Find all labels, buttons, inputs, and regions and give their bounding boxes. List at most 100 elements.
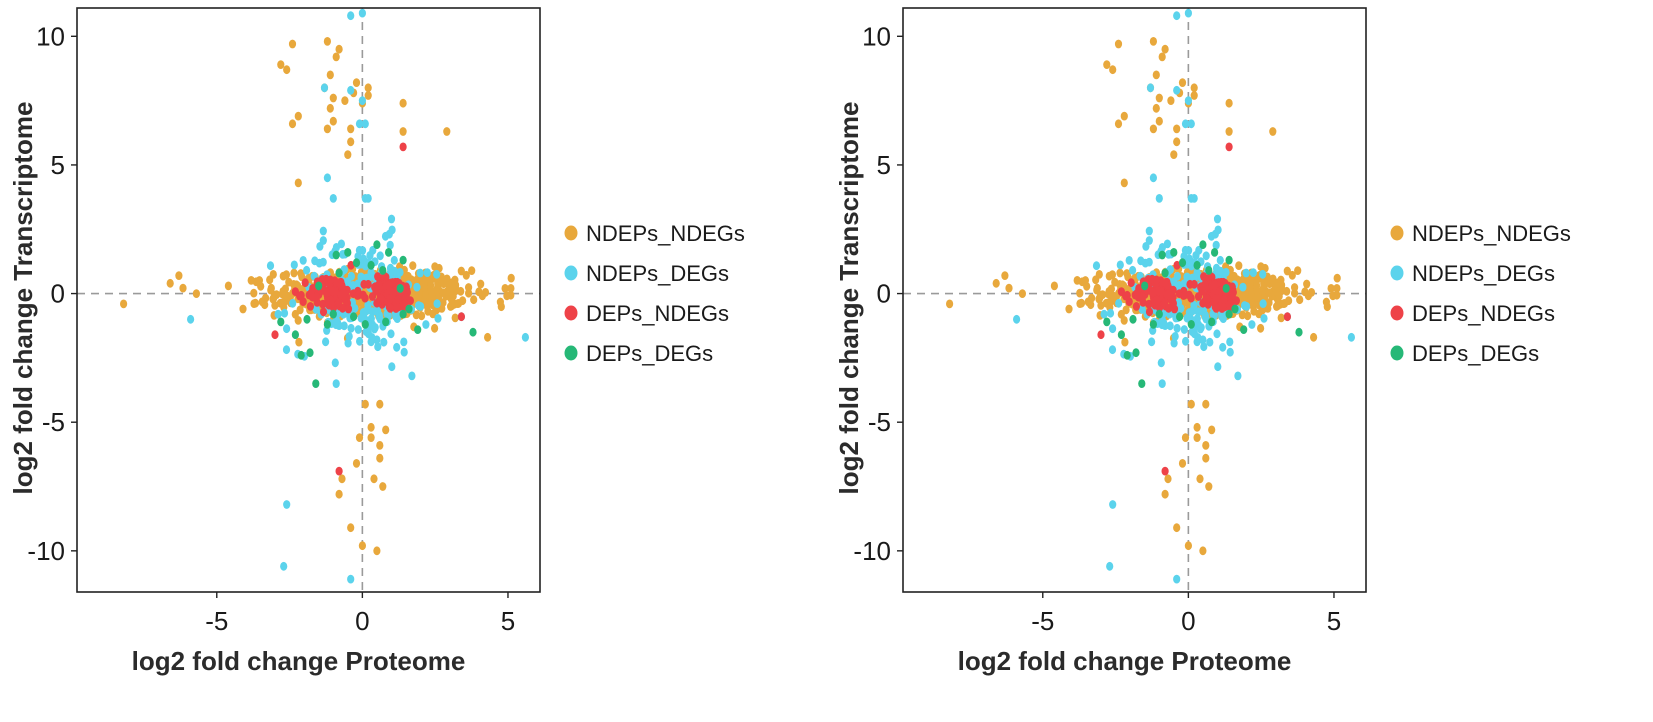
point-ndeps-degs — [1226, 337, 1234, 347]
point-ndeps-degs — [521, 332, 530, 342]
point-deps-ndegs — [327, 295, 335, 305]
point-ndeps-degs — [1142, 242, 1150, 251]
point-ndeps-ndegs — [1102, 298, 1110, 308]
point-deps-ndegs — [1283, 312, 1291, 322]
legend-key-ndeps-ndegs — [564, 225, 578, 241]
point-deps-ndegs — [1134, 292, 1142, 302]
point-ndeps-ndegs — [355, 433, 364, 442]
point-ndeps-ndegs — [477, 279, 485, 289]
point-ndeps-ndegs — [120, 299, 128, 309]
point-deps-ndegs — [386, 294, 394, 304]
point-deps-degs — [344, 248, 352, 257]
point-ndeps-ndegs — [367, 433, 375, 442]
point-ndeps-degs — [311, 256, 319, 266]
point-ndeps-ndegs — [412, 310, 420, 320]
point-ndeps-ndegs — [1254, 292, 1262, 302]
point-deps-degs — [405, 304, 413, 314]
point-deps-degs — [332, 250, 340, 260]
point-ndeps-ndegs — [1093, 283, 1101, 293]
point-ndeps-degs — [400, 337, 408, 347]
point-ndeps-ndegs — [376, 441, 384, 450]
point-ndeps-degs — [1201, 312, 1209, 321]
legend-key-ndeps-ndegs — [1390, 225, 1404, 241]
point-ndeps-degs — [388, 225, 396, 235]
point-deps-degs — [1117, 330, 1125, 340]
point-deps-ndegs — [308, 292, 316, 302]
point-deps-degs — [414, 325, 422, 334]
point-ndeps-ndegs — [1152, 103, 1160, 113]
point-ndeps-ndegs — [290, 268, 298, 278]
point-ndeps-degs — [320, 83, 329, 93]
point-ndeps-ndegs — [1283, 286, 1291, 296]
point-ndeps-ndegs — [1333, 284, 1341, 293]
point-deps-ndegs — [335, 298, 343, 308]
point-ndeps-degs — [380, 337, 388, 347]
point-ndeps-degs — [1248, 320, 1256, 329]
point-ndeps-ndegs — [1225, 98, 1233, 108]
point-ndeps-degs — [282, 345, 291, 355]
point-deps-degs — [1123, 350, 1131, 360]
point-deps-ndegs — [271, 330, 279, 340]
point-ndeps-degs — [413, 282, 421, 292]
point-ndeps-ndegs — [449, 291, 457, 301]
point-ndeps-degs — [400, 347, 408, 357]
point-ndeps-degs — [376, 251, 384, 261]
point-ndeps-ndegs — [431, 323, 439, 333]
point-ndeps-degs — [331, 358, 339, 368]
point-ndeps-ndegs — [332, 52, 340, 62]
point-ndeps-ndegs — [295, 337, 303, 347]
point-ndeps-degs — [1125, 256, 1133, 265]
point-ndeps-degs — [387, 329, 395, 339]
point-ndeps-ndegs — [361, 399, 369, 409]
point-ndeps-degs — [1183, 313, 1191, 323]
point-deps-ndegs — [393, 301, 401, 311]
point-ndeps-ndegs — [370, 474, 378, 484]
point-ndeps-ndegs — [1274, 301, 1282, 310]
point-ndeps-ndegs — [1149, 124, 1157, 134]
point-ndeps-degs — [1129, 265, 1137, 275]
point-ndeps-degs — [290, 260, 298, 270]
point-ndeps-ndegs — [1097, 301, 1105, 310]
point-ndeps-degs — [1170, 338, 1178, 348]
point-ndeps-ndegs — [255, 276, 263, 285]
point-ndeps-ndegs — [341, 96, 349, 105]
point-ndeps-degs — [1226, 347, 1234, 357]
legend-label: NDEPs_NDEGs — [1412, 221, 1571, 246]
point-ndeps-degs — [280, 561, 288, 571]
point-ndeps-degs — [316, 242, 324, 251]
point-deps-degs — [1225, 255, 1233, 265]
point-ndeps-degs — [1234, 371, 1242, 381]
point-ndeps-ndegs — [323, 37, 331, 46]
point-ndeps-ndegs — [501, 284, 509, 293]
point-ndeps-ndegs — [1180, 297, 1188, 307]
point-ndeps-degs — [347, 574, 355, 584]
legend-key-deps-degs — [564, 345, 578, 361]
point-ndeps-ndegs — [1087, 300, 1095, 310]
point-ndeps-ndegs — [1121, 337, 1129, 347]
point-ndeps-degs — [344, 338, 352, 348]
point-ndeps-ndegs — [1244, 311, 1252, 321]
point-deps-ndegs — [394, 295, 402, 304]
point-ndeps-ndegs — [373, 546, 381, 556]
point-deps-ndegs — [359, 290, 367, 300]
point-ndeps-degs — [386, 240, 394, 250]
point-ndeps-ndegs — [347, 523, 355, 533]
point-deps-degs — [361, 320, 369, 329]
point-deps-degs — [1158, 250, 1166, 260]
point-ndeps-degs — [1158, 379, 1166, 388]
point-ndeps-ndegs — [364, 91, 372, 100]
point-ndeps-ndegs — [420, 282, 428, 292]
point-deps-degs — [379, 266, 387, 275]
point-ndeps-degs — [1184, 8, 1192, 18]
point-ndeps-degs — [1108, 345, 1117, 355]
point-ndeps-degs — [347, 85, 355, 95]
y-tick-label: -5 — [868, 407, 891, 437]
point-ndeps-ndegs — [457, 266, 465, 276]
point-ndeps-degs — [1182, 336, 1190, 346]
point-ndeps-ndegs — [1152, 70, 1160, 80]
point-ndeps-degs — [433, 269, 441, 279]
point-ndeps-ndegs — [1173, 137, 1181, 147]
point-ndeps-degs — [1181, 119, 1190, 129]
legend-label: DEPs_NDEGs — [586, 301, 729, 326]
point-ndeps-ndegs — [497, 302, 505, 312]
